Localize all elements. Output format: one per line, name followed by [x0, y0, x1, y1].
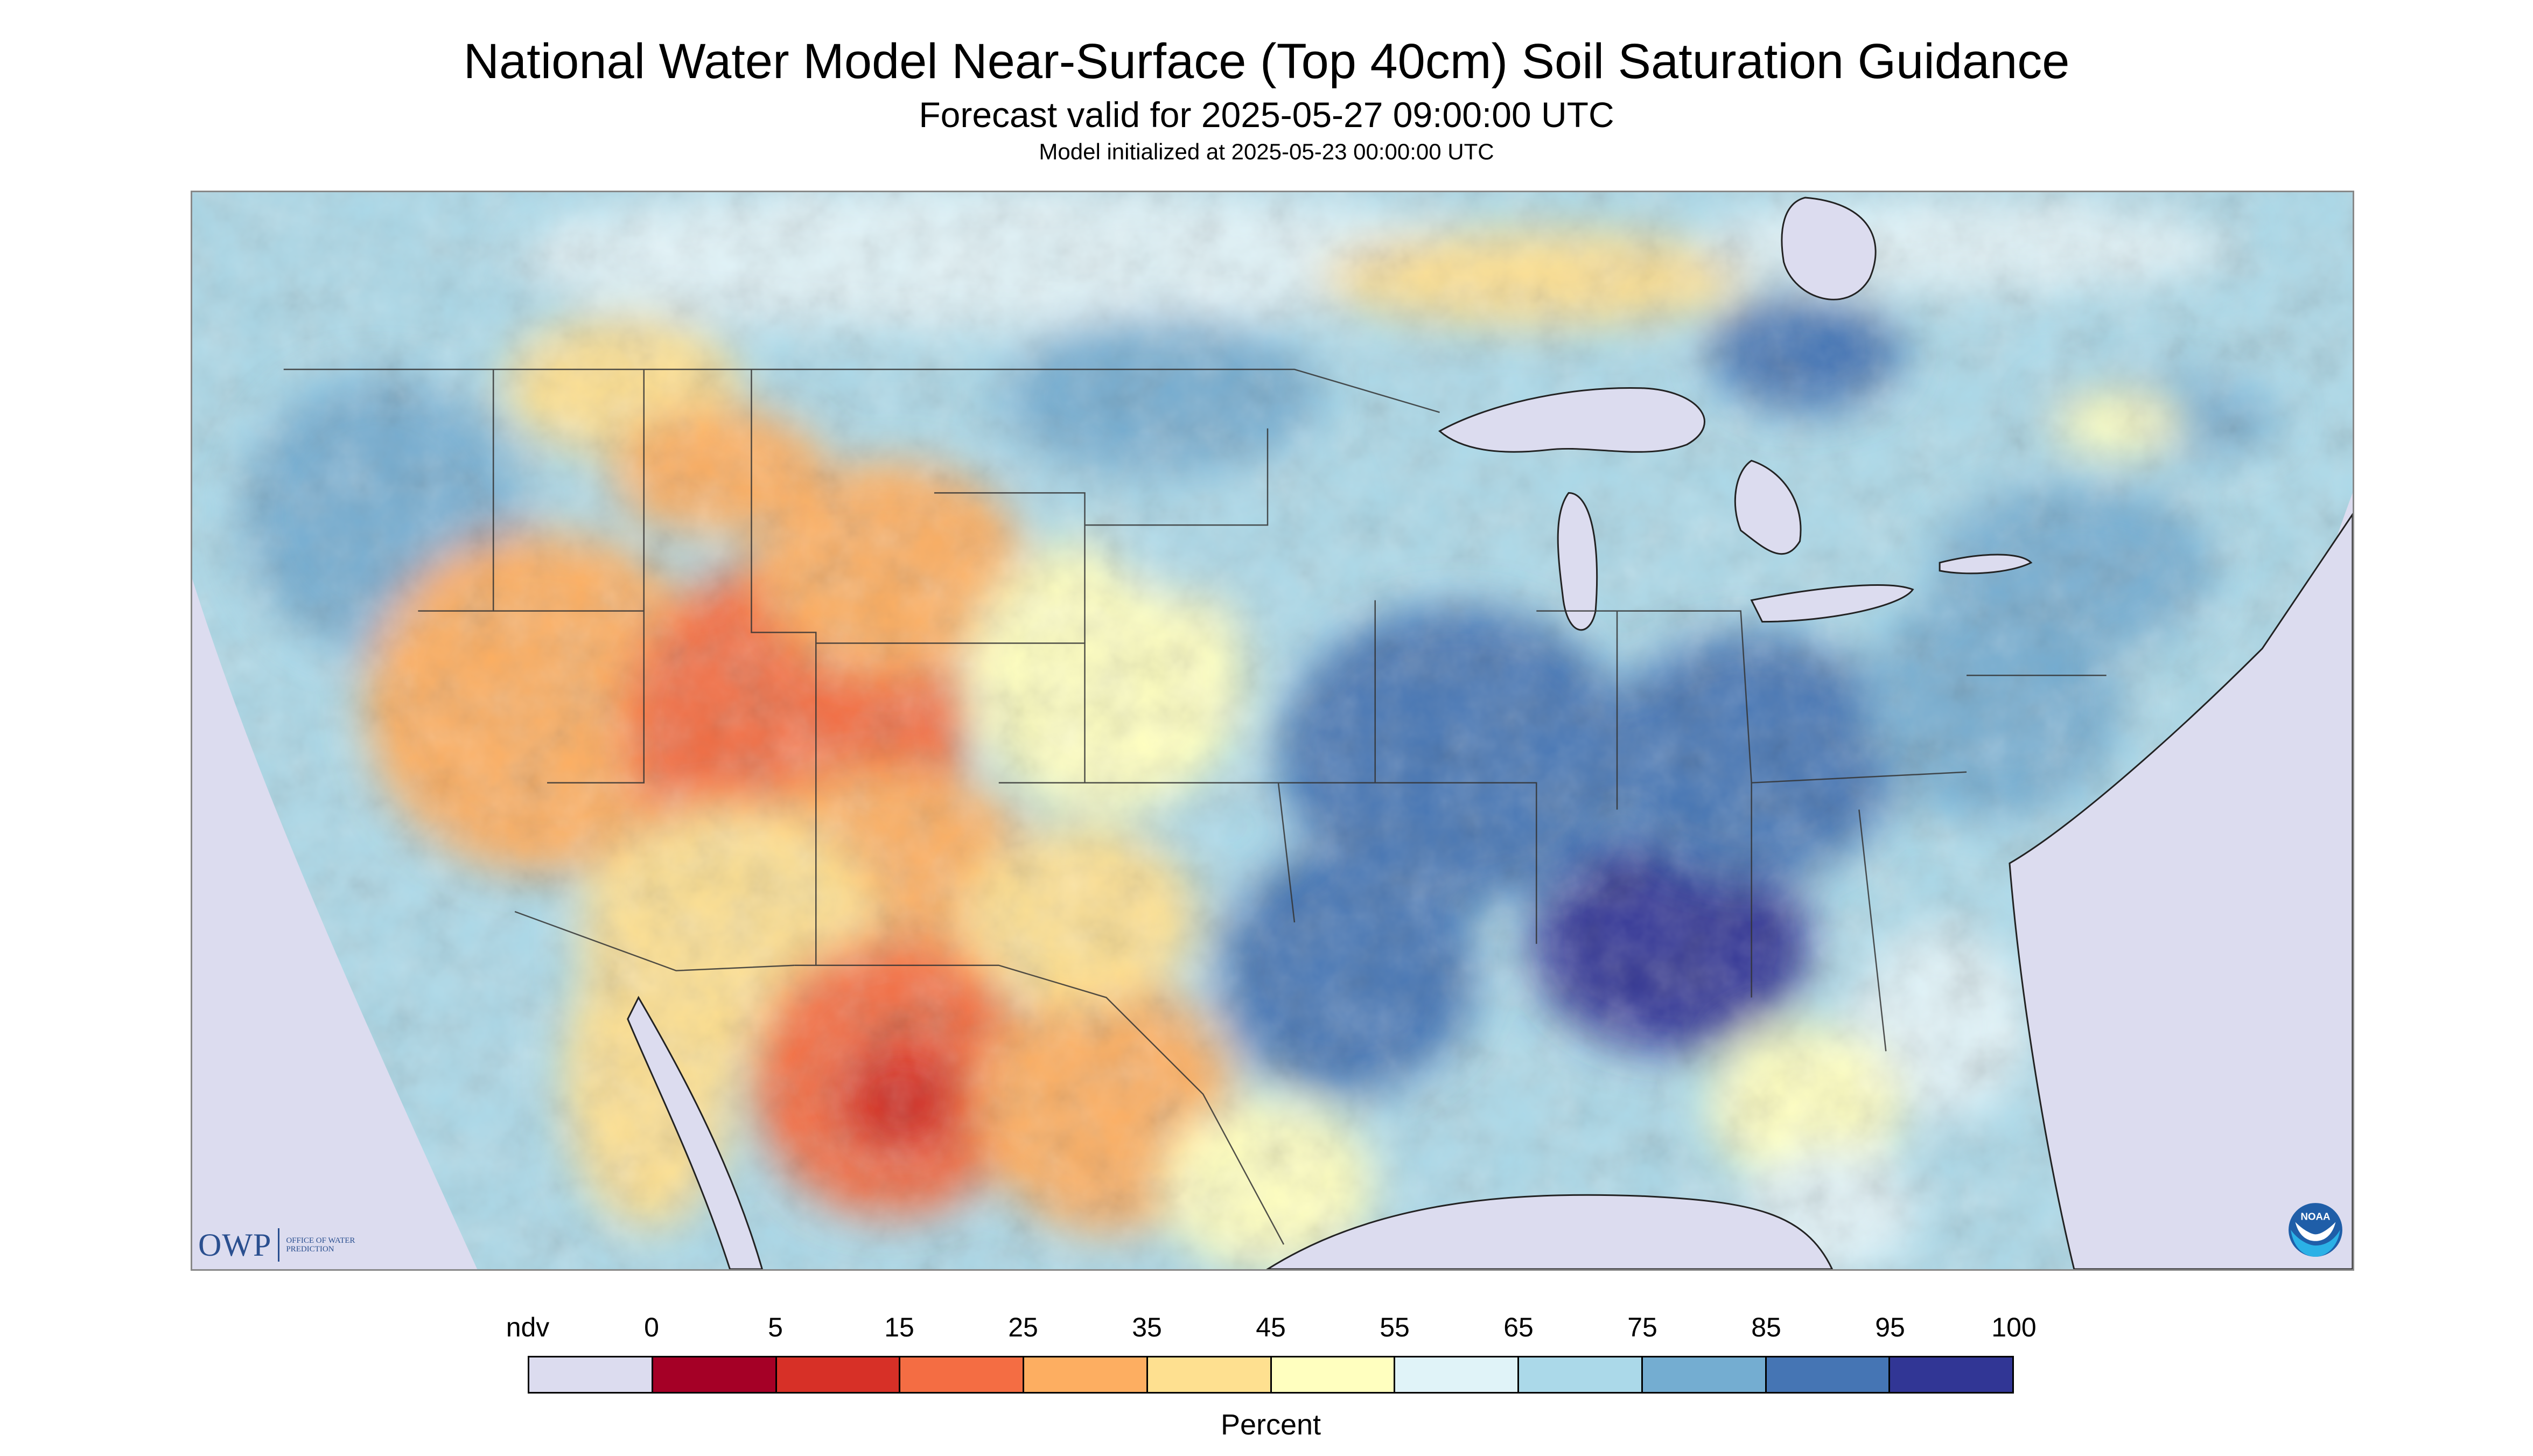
legend-swatch: [529, 1357, 653, 1392]
lake-erie: [1750, 584, 1914, 623]
legend-swatch: [1395, 1357, 1519, 1392]
water-bodies: [627, 197, 2353, 1269]
lake-michigan: [1557, 492, 1598, 631]
owp-logo-divider: [278, 1228, 280, 1262]
legend-tick-label: 85: [1751, 1312, 1781, 1342]
legend-tick-label: 5: [768, 1312, 783, 1342]
boundaries: [283, 368, 2107, 1245]
noaa-logo-icon: NOAA: [2289, 1203, 2342, 1257]
legend-tick-label: 95: [1875, 1312, 1905, 1342]
legend-tick-label: 15: [884, 1312, 914, 1342]
legend-tick-label: 45: [1256, 1312, 1286, 1342]
lake-huron: [1734, 459, 1802, 555]
land-field: [192, 192, 2353, 1269]
legend-swatch: [1147, 1357, 1272, 1392]
legend-tick-label: 0: [644, 1312, 659, 1342]
soil-saturation-map: [191, 191, 2354, 1271]
lake-ontario: [1939, 554, 2033, 575]
legend-swatch: [1766, 1357, 1891, 1392]
lake-superior: [1438, 387, 1705, 453]
legend-swatch: [900, 1357, 1024, 1392]
legend-title: Percent: [1220, 1409, 1321, 1441]
legend-tick-label: 75: [1627, 1312, 1657, 1342]
legend-swatch: [653, 1357, 777, 1392]
owp-logo-subtext: OFFICE OF WATER PREDICTION: [286, 1236, 355, 1254]
legend-tick-label: 65: [1503, 1312, 1534, 1342]
legend-swatch: [776, 1357, 901, 1392]
legend-tick-label: 100: [1991, 1312, 2037, 1342]
gulf-of-mexico: [1266, 1194, 1834, 1269]
legend-swatch: [1890, 1357, 2012, 1392]
legend-tick-label: ndv: [506, 1312, 550, 1342]
legend-tick-label: 25: [1008, 1312, 1038, 1342]
legend-tick-label: 35: [1132, 1312, 1162, 1342]
legend-tick-label: 55: [1380, 1312, 1410, 1342]
hudson-bay: [1781, 197, 1877, 300]
legend-colorbar: [528, 1356, 2014, 1394]
forecast-valid-subtitle: Forecast valid for 2025-05-27 09:00:00 U…: [919, 95, 1614, 135]
owp-logo: OWP OFFICE OF WATER PREDICTION: [198, 1223, 356, 1266]
svg-text:NOAA: NOAA: [2300, 1210, 2331, 1222]
atlantic-ocean: [2009, 513, 2353, 1269]
map-title: National Water Model Near-Surface (Top 4…: [463, 34, 2070, 89]
color-legend: ndv 0 5 15 25 35 45 55 65 75 85 95 100 Percent: [506, 1292, 2037, 1454]
owp-logo-text: OWP: [198, 1227, 272, 1263]
legend-swatch: [1642, 1357, 1767, 1392]
legend-swatch: [1024, 1357, 1148, 1392]
model-init-line: Model initialized at 2025-05-23 00:00:00…: [1039, 139, 1494, 164]
legend-swatch: [1271, 1357, 1396, 1392]
legend-swatch: [1519, 1357, 1643, 1392]
map-canvas: [192, 192, 2353, 1269]
gulf-of-california: [627, 996, 763, 1269]
